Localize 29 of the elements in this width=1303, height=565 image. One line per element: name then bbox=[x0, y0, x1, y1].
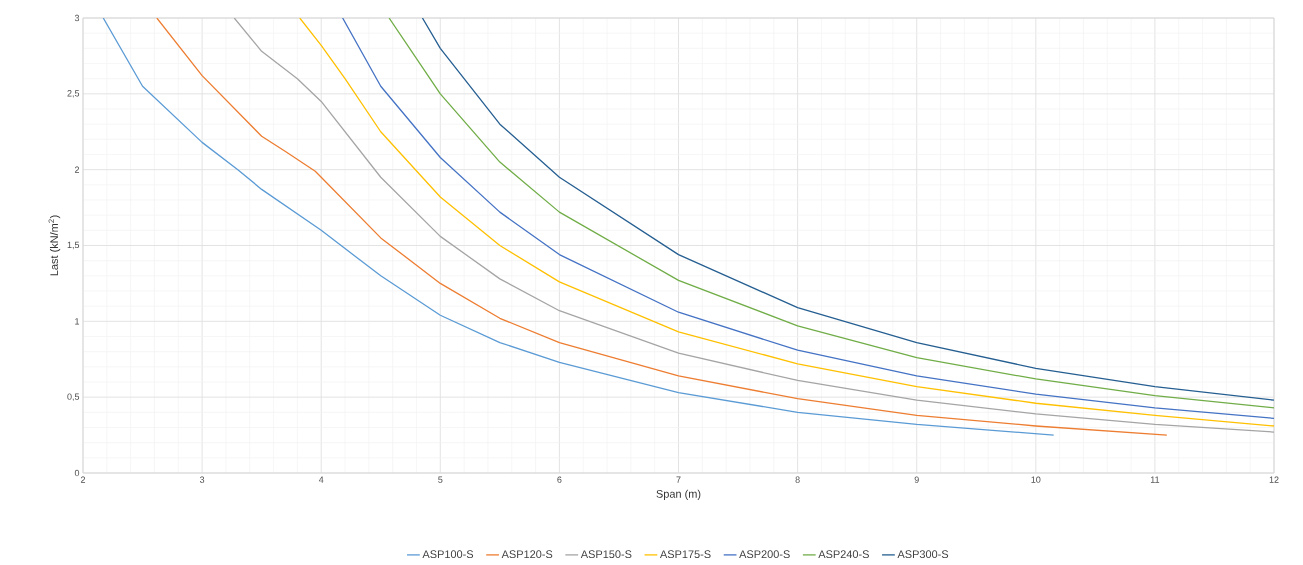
legend-label: ASP300-S bbox=[897, 550, 949, 559]
x-tick-label: 6 bbox=[557, 476, 562, 483]
y-tick-label: 0 bbox=[74, 469, 80, 477]
x-tick-label: 10 bbox=[1031, 476, 1041, 483]
x-tick-label: 5 bbox=[438, 476, 443, 483]
line-series bbox=[156, 18, 1168, 436]
y-tick-label: 1,5 bbox=[67, 241, 80, 250]
y-axis-title: Last (kN/m$^{2}$) bbox=[48, 215, 61, 276]
x-tick-label: 2 bbox=[80, 476, 86, 483]
legend-label: ASP240-S bbox=[818, 550, 869, 559]
y-tick-label: 3 bbox=[74, 14, 80, 22]
x-tick-label: 7 bbox=[676, 476, 681, 483]
x-tick-label: 3 bbox=[199, 476, 205, 483]
x-tick-label: 8 bbox=[795, 476, 800, 483]
legend-label: ASP150-S bbox=[580, 550, 632, 559]
x-tick-label: 4 bbox=[318, 476, 324, 483]
y-tick-label: 2,5 bbox=[67, 90, 80, 98]
legend-label: ASP100-S bbox=[422, 550, 474, 559]
x-tick-label: 12 bbox=[1269, 476, 1279, 483]
x-axis-title: Span (m) bbox=[656, 489, 701, 500]
line-series bbox=[102, 18, 1055, 436]
legend-label: ASP175-S bbox=[659, 550, 711, 559]
x-tick-label: 9 bbox=[914, 476, 919, 483]
legend-label: ASP120-S bbox=[501, 550, 553, 559]
y-tick-label: 1 bbox=[75, 318, 80, 325]
x-tick-label: 11 bbox=[1150, 476, 1160, 483]
legend-label: ASP200-S bbox=[739, 550, 790, 559]
y-tick-label: 2 bbox=[74, 166, 80, 173]
y-tick-label: 0,5 bbox=[67, 393, 80, 401]
